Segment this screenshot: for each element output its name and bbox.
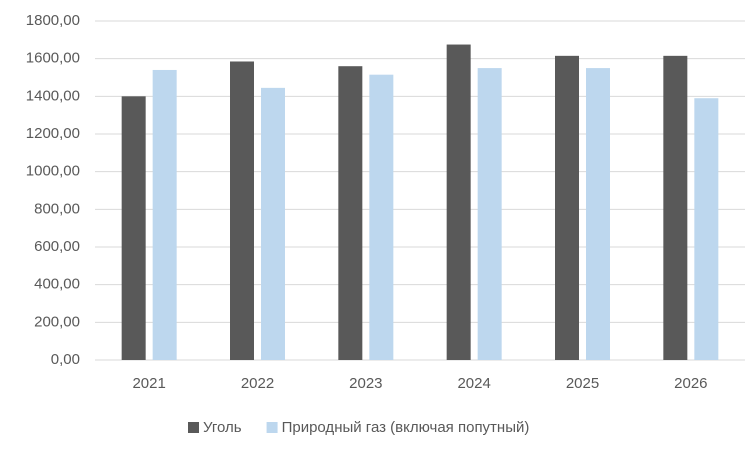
x-tick-label: 2022 [241,375,274,392]
y-tick-label: 800,00 [34,200,80,217]
x-tick-label: 2025 [566,375,599,392]
y-tick-label: 1600,00 [26,50,80,67]
bar [555,55,579,360]
bar [663,55,688,360]
x-tick-label: 2023 [349,375,382,392]
bar [694,98,719,360]
y-tick-label: 1000,00 [26,163,80,180]
y-tick-label: 1400,00 [26,87,80,104]
y-tick-label: 0,00 [51,351,80,368]
x-tick-label: 2026 [674,375,707,392]
bar [446,44,471,361]
bar [477,68,502,360]
x-tick-label: 2024 [457,375,490,392]
bar [369,74,394,361]
bar [586,68,610,360]
legend-label: Природный газ (включая попутный) [282,419,530,436]
bar [338,66,363,360]
legend-swatch [188,422,199,433]
bar [261,87,285,360]
bar [121,96,146,360]
legend-swatch [266,422,278,433]
y-tick-label: 200,00 [34,313,80,330]
y-tick-label: 600,00 [34,238,80,255]
y-tick-label: 1200,00 [26,125,80,142]
y-tick-label: 400,00 [34,276,80,293]
bar [230,61,254,360]
y-tick-label: 1800,00 [26,12,80,29]
x-tick-label: 2021 [132,375,165,392]
bar [152,69,177,360]
legend-label: Уголь [203,419,242,436]
